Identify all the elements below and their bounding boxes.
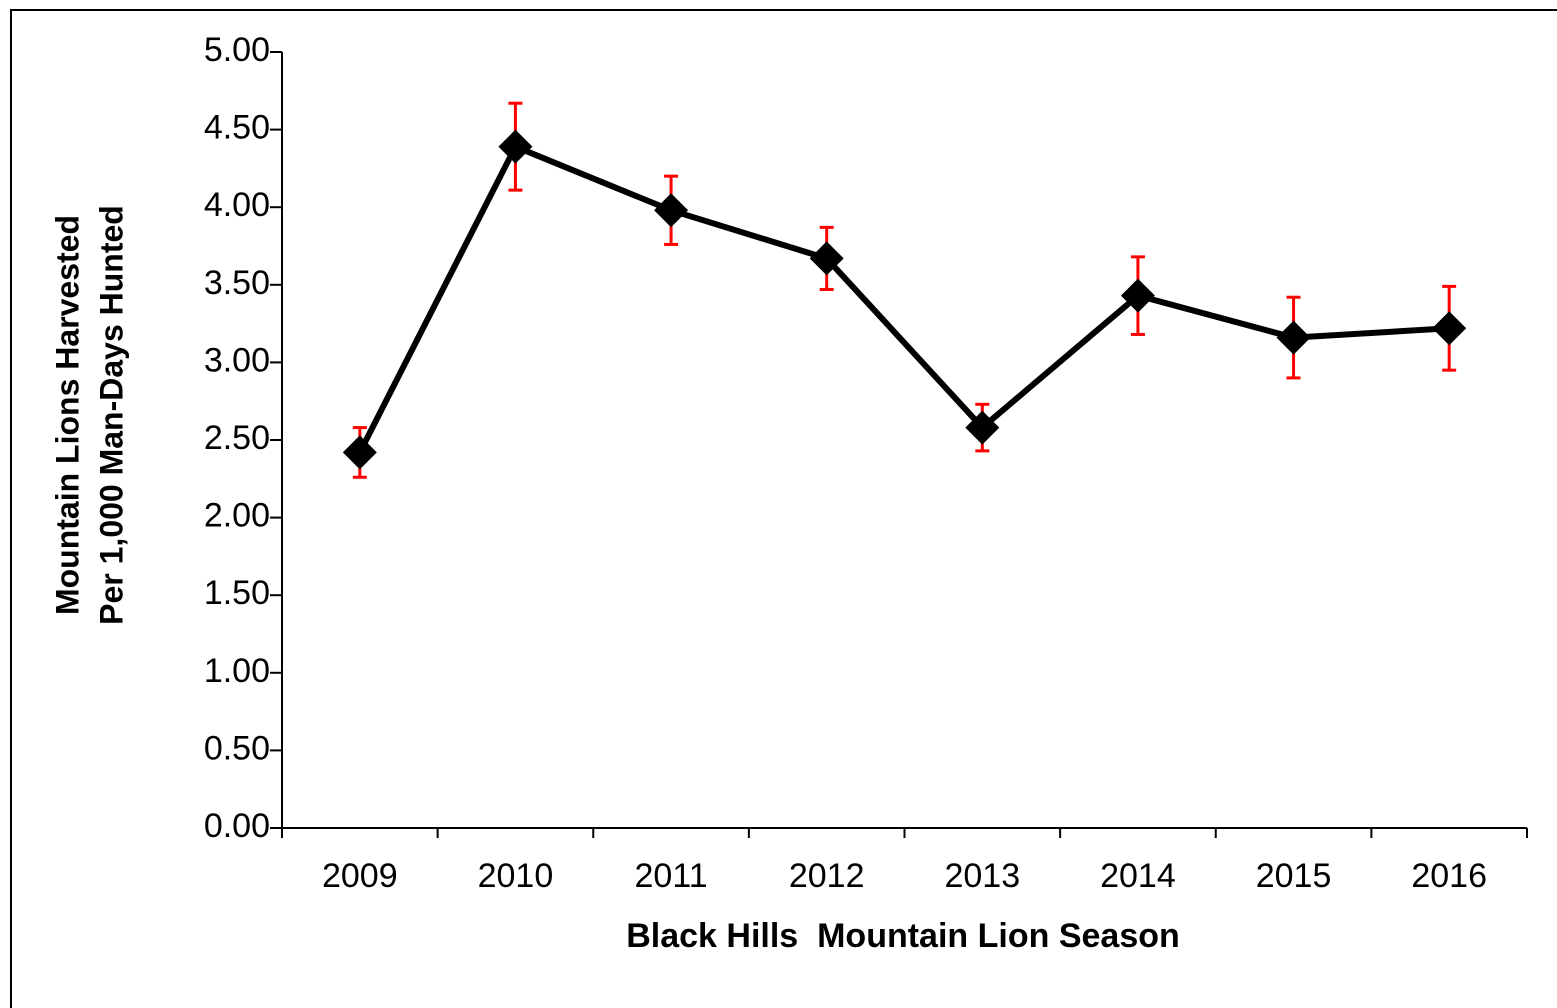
x-tick-label: 2014 (1100, 857, 1176, 895)
x-tick-label: 2016 (1411, 857, 1487, 895)
diamond-marker (498, 129, 533, 164)
frame (10, 9, 1557, 1008)
series-line (357, 143, 1450, 454)
y-tick-label: 4.50 (204, 109, 270, 147)
x-tick-label: 2010 (478, 857, 554, 895)
diamond-marker (342, 435, 377, 470)
y-tick-label: 4.00 (204, 186, 270, 224)
diamond-marker (1276, 320, 1311, 355)
diamond-marker (809, 241, 844, 276)
diamond-marker (965, 410, 1000, 445)
y-axis-title: Mountain Lions Harvested Per 1,000 Man-D… (49, 205, 129, 625)
diamond-marker (1432, 311, 1467, 346)
x-tick-label: 2009 (322, 857, 398, 895)
y-tick-label: 0.50 (204, 729, 270, 767)
y-tick-label: 5.00 (204, 31, 270, 69)
y-tick-label: 0.00 (204, 807, 270, 845)
y-tick-label: 2.50 (204, 419, 270, 457)
y-tick-label: 1.50 (204, 574, 270, 612)
x-axis-title: Black Hills Mountain Lion Season (626, 917, 1180, 955)
x-tick-label: 2012 (789, 857, 865, 895)
y-tick-label: 2.00 (204, 497, 270, 535)
y-axis-title-line: Per 1,000 Man-Days Hunted (93, 205, 129, 625)
x-tick-label: 2013 (944, 857, 1020, 895)
y-tick-label: 1.00 (204, 652, 270, 690)
y-axis-title-line: Mountain Lions Harvested (49, 215, 85, 615)
x-tick-label: 2015 (1256, 857, 1332, 895)
x-tick-label: 2011 (635, 857, 708, 895)
y-tick-label: 3.50 (204, 264, 270, 302)
diamond-marker (1120, 278, 1155, 313)
diamond-marker (654, 193, 689, 228)
y-tick-label: 3.00 (204, 341, 270, 379)
